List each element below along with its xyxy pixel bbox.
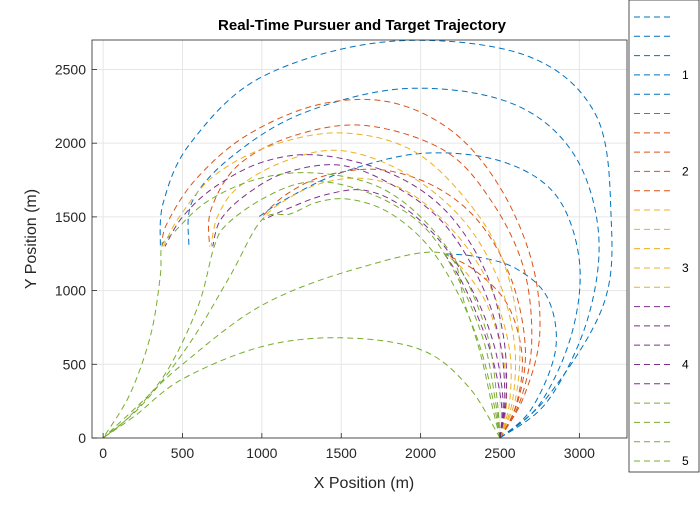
legend-label: 4 bbox=[682, 357, 689, 371]
legend: 1 2 3 4 5 bbox=[628, 0, 700, 473]
legend-label: 1 bbox=[682, 68, 689, 82]
trajectory-line-green bbox=[102, 198, 501, 439]
series-layer bbox=[102, 39, 613, 439]
trajectory-line-yellow bbox=[261, 177, 512, 439]
chart-title: Real-Time Pursuer and Target Trajectory bbox=[218, 17, 507, 34]
y-tick-label: 0 bbox=[78, 430, 86, 446]
trajectory-line-orange bbox=[161, 98, 541, 439]
trajectory-line-green bbox=[102, 337, 501, 439]
x-tick-label: 1500 bbox=[326, 445, 357, 461]
trajectory-line-orange bbox=[208, 124, 533, 439]
trajectory-line-blue bbox=[258, 152, 581, 439]
y-tick-label: 1500 bbox=[55, 209, 86, 225]
trajectory-line-green bbox=[102, 172, 501, 439]
trajectory-line-blue bbox=[159, 39, 613, 439]
trajectory-line-green bbox=[102, 181, 501, 439]
y-tick-label: 2500 bbox=[55, 61, 86, 77]
legend-label: 5 bbox=[682, 454, 689, 468]
trajectory-line-purple bbox=[212, 164, 506, 439]
y-tick-label: 2000 bbox=[55, 135, 86, 151]
legend-label: 3 bbox=[682, 261, 689, 275]
x-tick-label: 0 bbox=[99, 445, 107, 461]
y-tick-label: 1000 bbox=[55, 283, 86, 299]
trajectory-line-blue bbox=[444, 253, 557, 439]
trajectory-line-green bbox=[102, 251, 501, 439]
trajectory-line-blue bbox=[187, 87, 600, 439]
trajectory-line-orange bbox=[261, 168, 526, 439]
y-axis-label: Y Position (m) bbox=[23, 189, 40, 289]
x-tick-label: 2000 bbox=[405, 445, 436, 461]
trajectory-line-yellow bbox=[162, 132, 521, 439]
plot-area: 0 500 1000 1500 2000 2500 3000 0 500 1000 1500 2000… bbox=[55, 39, 628, 461]
trajectory-line-orange bbox=[444, 253, 523, 439]
x-tick-label: 1000 bbox=[246, 445, 277, 461]
trajectory-line-yellow bbox=[210, 149, 517, 439]
trajectory-line-purple bbox=[164, 154, 508, 439]
trajectory-line-purple bbox=[263, 189, 504, 439]
x-tick-label: 2500 bbox=[484, 445, 515, 461]
x-axis-label: X Position (m) bbox=[314, 475, 414, 492]
legend-label: 2 bbox=[682, 164, 689, 178]
ticks: 0 500 1000 1500 2000 2500 3000 0 500 1000 1500 2000… bbox=[55, 61, 595, 461]
y-tick-label: 500 bbox=[63, 356, 87, 372]
x-tick-label: 3000 bbox=[564, 445, 595, 461]
x-tick-label: 500 bbox=[171, 445, 195, 461]
